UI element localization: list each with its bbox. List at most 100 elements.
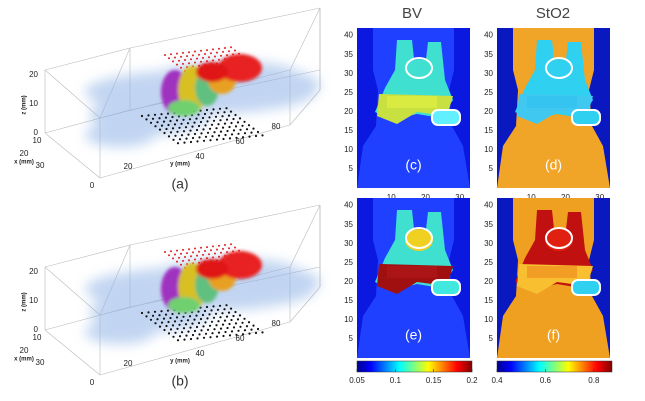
source-dot xyxy=(220,54,222,57)
detector-dot xyxy=(211,135,214,138)
detector-dot xyxy=(217,331,221,334)
detector-dot xyxy=(224,133,227,137)
detector-dot xyxy=(172,138,175,141)
detector-dot xyxy=(140,114,144,118)
detector-dot xyxy=(206,120,209,123)
detector-dot xyxy=(230,318,233,322)
cloud-part xyxy=(85,320,155,344)
detector-dot xyxy=(218,304,222,307)
detector-dot xyxy=(221,312,224,315)
y-tick-label: 30 xyxy=(344,69,353,78)
source-dot xyxy=(212,48,214,51)
detector-dot xyxy=(177,312,181,315)
source-dot xyxy=(168,254,170,257)
detector-dot xyxy=(250,328,253,331)
detector-dot xyxy=(215,324,218,327)
y-tick-label: 40 xyxy=(196,152,205,161)
source-dot xyxy=(182,51,184,54)
detector-dot xyxy=(230,133,234,136)
detector-dot xyxy=(232,117,235,121)
detector-dot xyxy=(164,116,168,119)
detector-dot xyxy=(225,315,229,318)
y-tick-label: 25 xyxy=(344,88,353,97)
roi-outline xyxy=(405,57,433,79)
source-dot xyxy=(180,55,182,58)
detector-dot xyxy=(238,117,242,120)
detector-dot xyxy=(151,117,155,120)
source-dot xyxy=(194,50,196,53)
source-dot xyxy=(180,252,182,255)
detector-dot xyxy=(173,123,177,126)
detector-dot xyxy=(167,123,170,127)
detector-dot xyxy=(256,130,260,134)
source-dot xyxy=(182,248,184,251)
x-tick-label: 20 xyxy=(561,193,570,202)
source-dot xyxy=(226,54,228,57)
detector-dot xyxy=(199,317,203,321)
detector-dot xyxy=(160,321,164,324)
z-tick-label: 10 xyxy=(29,296,38,305)
detector-dot xyxy=(193,121,196,124)
y-tick-label: 25 xyxy=(484,88,493,97)
y-tick-label: 10 xyxy=(344,145,353,154)
detector-dot xyxy=(167,135,171,138)
y-tick-label: 30 xyxy=(484,69,493,78)
detector-dot xyxy=(180,122,183,125)
source-dot xyxy=(194,258,196,261)
detector-dot xyxy=(171,324,175,327)
roi-outline xyxy=(545,227,573,249)
detector-dot xyxy=(199,306,202,309)
source-dot xyxy=(204,53,206,55)
y-tick-label: 15 xyxy=(344,126,353,135)
detector-dot xyxy=(199,109,202,112)
detector-dot xyxy=(226,129,229,133)
detector-dot xyxy=(216,111,220,114)
detector-dot xyxy=(237,329,240,332)
detector-dot xyxy=(172,335,175,338)
source-dot xyxy=(190,255,192,258)
detector-dot xyxy=(227,311,231,314)
detector-dot xyxy=(185,137,188,140)
detector-dot xyxy=(248,332,251,335)
y-tick-label: 35 xyxy=(344,220,353,229)
column-header: BV xyxy=(402,5,422,22)
source-dot xyxy=(188,51,190,54)
y-tick-label: 20 xyxy=(344,277,353,286)
detector-dot xyxy=(205,108,209,112)
detector-dot xyxy=(218,107,222,110)
source-dot xyxy=(184,256,186,258)
y-tick-label: 40 xyxy=(344,201,353,210)
detector-dot xyxy=(235,333,238,336)
detector-dot xyxy=(209,139,212,142)
colorbar-tick-label: 0.8 xyxy=(588,376,600,385)
panel-label: (f) xyxy=(547,327,560,343)
source-dot xyxy=(180,263,182,266)
detector-dot xyxy=(223,319,227,322)
source-dot xyxy=(202,253,204,256)
y-tick-label: 10 xyxy=(484,145,493,154)
axis-box xyxy=(44,132,101,179)
detector-dot xyxy=(193,329,197,333)
source-dot xyxy=(172,257,174,260)
source-dot xyxy=(182,259,184,262)
detector-dot xyxy=(234,310,237,314)
detector-dot xyxy=(197,310,200,313)
organs xyxy=(161,54,262,116)
detector-dot xyxy=(187,133,190,136)
source-dot xyxy=(228,50,230,53)
detector-dot xyxy=(189,129,192,132)
source-dot xyxy=(230,46,232,49)
y-tick-label: 10 xyxy=(484,315,493,324)
y-tick-label: 5 xyxy=(349,164,354,173)
detector-dot xyxy=(160,310,163,313)
detector-dot xyxy=(208,324,212,327)
x-tick-label: 10 xyxy=(33,136,42,145)
x-tick-label: 30 xyxy=(36,358,45,367)
detector-dot xyxy=(211,332,214,335)
source-dot xyxy=(230,243,232,246)
source-dot xyxy=(212,59,214,62)
y-axis-label: y (mm) xyxy=(170,162,190,168)
detector-dot xyxy=(166,112,170,115)
